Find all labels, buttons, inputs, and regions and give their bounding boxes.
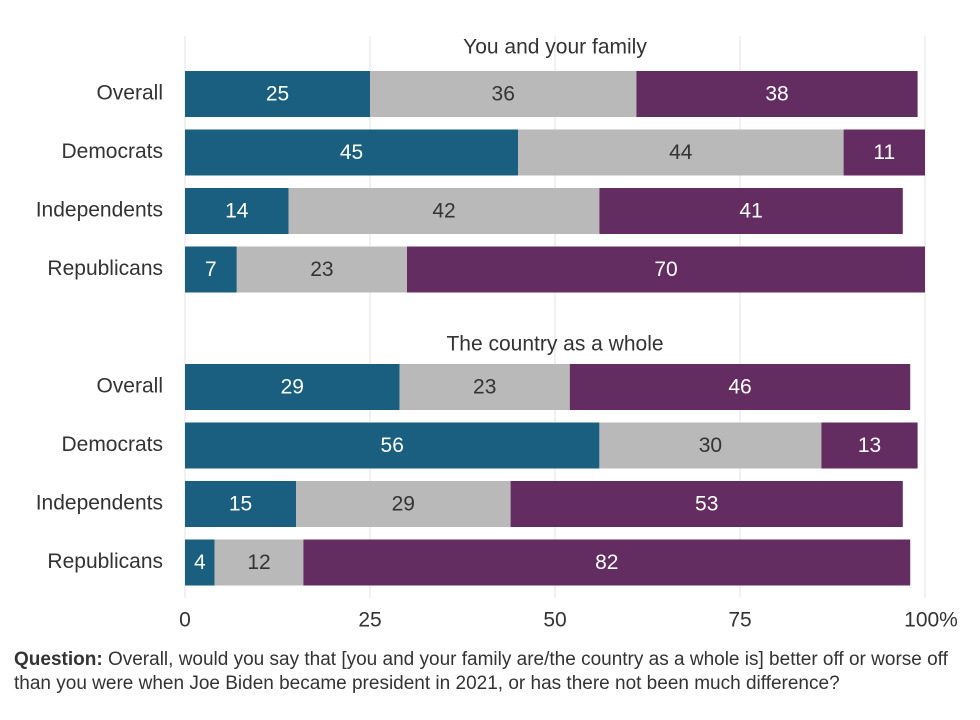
x-tick-label: 75	[728, 609, 751, 632]
bar-segment	[236, 246, 407, 293]
data-label: 25	[266, 83, 289, 106]
category-label: Democrats	[61, 433, 163, 456]
data-label: 13	[858, 434, 881, 457]
panel-title: The country as a whole	[446, 333, 663, 356]
data-label: 44	[669, 141, 693, 164]
bar-segment	[407, 246, 925, 293]
data-label: 36	[492, 83, 515, 106]
bar-segment	[185, 364, 400, 410]
panel-title: You and your family	[463, 36, 647, 59]
category-label: Republicans	[47, 550, 163, 573]
data-label: 15	[229, 493, 252, 516]
x-tick-label: 25	[358, 609, 381, 632]
data-label: 29	[281, 376, 304, 399]
category-label: Overall	[96, 375, 163, 398]
data-label: 45	[340, 141, 363, 164]
category-label: Democrats	[61, 140, 163, 163]
data-label: 46	[728, 376, 751, 399]
data-label: 70	[654, 258, 677, 281]
bar-segment	[599, 422, 822, 469]
bar-segment	[843, 129, 925, 176]
question-text: Overall, would you say that [you and you…	[14, 649, 948, 694]
data-label: 53	[695, 493, 718, 516]
data-label: 41	[739, 200, 762, 223]
bar-segment	[185, 246, 237, 293]
category-label: Independents	[36, 199, 163, 222]
bar-segment	[636, 71, 918, 117]
x-tick-label: 100%	[904, 609, 958, 632]
bar-segment	[185, 422, 600, 469]
data-label: 11	[873, 141, 895, 164]
bar-segment	[303, 539, 911, 586]
data-label: 82	[595, 551, 618, 574]
data-label: 7	[205, 258, 217, 281]
data-label: 23	[473, 376, 496, 399]
bar-segment	[185, 188, 289, 234]
bar-segment	[185, 129, 518, 176]
bar-segment	[569, 364, 911, 410]
question-footnote: Question: Overall, would you say that [y…	[14, 648, 964, 696]
x-tick-label: 50	[543, 609, 566, 632]
question-label: Question:	[14, 649, 103, 670]
data-label: 12	[247, 551, 270, 574]
stacked-bar-chart: You and your family Overall 25 36 38 Democrat…	[36, 36, 958, 632]
data-label: 29	[392, 493, 415, 516]
data-label: 42	[432, 200, 455, 223]
data-label: 4	[194, 551, 206, 574]
bar-segment	[185, 539, 215, 586]
data-label: 56	[381, 434, 404, 457]
bar-segment	[599, 188, 903, 234]
bar-segment	[185, 481, 296, 527]
bar-segment	[370, 71, 637, 117]
bar-segment	[296, 481, 511, 527]
bar-segment	[288, 188, 600, 234]
data-label: 23	[310, 258, 333, 281]
bar-segment	[510, 481, 903, 527]
data-label: 30	[699, 434, 722, 457]
data-label: 38	[765, 83, 788, 106]
category-label: Independents	[36, 492, 163, 515]
bar-segment	[214, 539, 304, 586]
x-tick-label: 0	[179, 609, 191, 632]
bar-segment	[185, 71, 370, 117]
category-label: Republicans	[47, 257, 163, 280]
bar-segment	[518, 129, 844, 176]
bar-segment	[821, 422, 918, 469]
bar-segment	[399, 364, 570, 410]
data-label: 14	[225, 200, 249, 223]
category-label: Overall	[96, 82, 163, 105]
